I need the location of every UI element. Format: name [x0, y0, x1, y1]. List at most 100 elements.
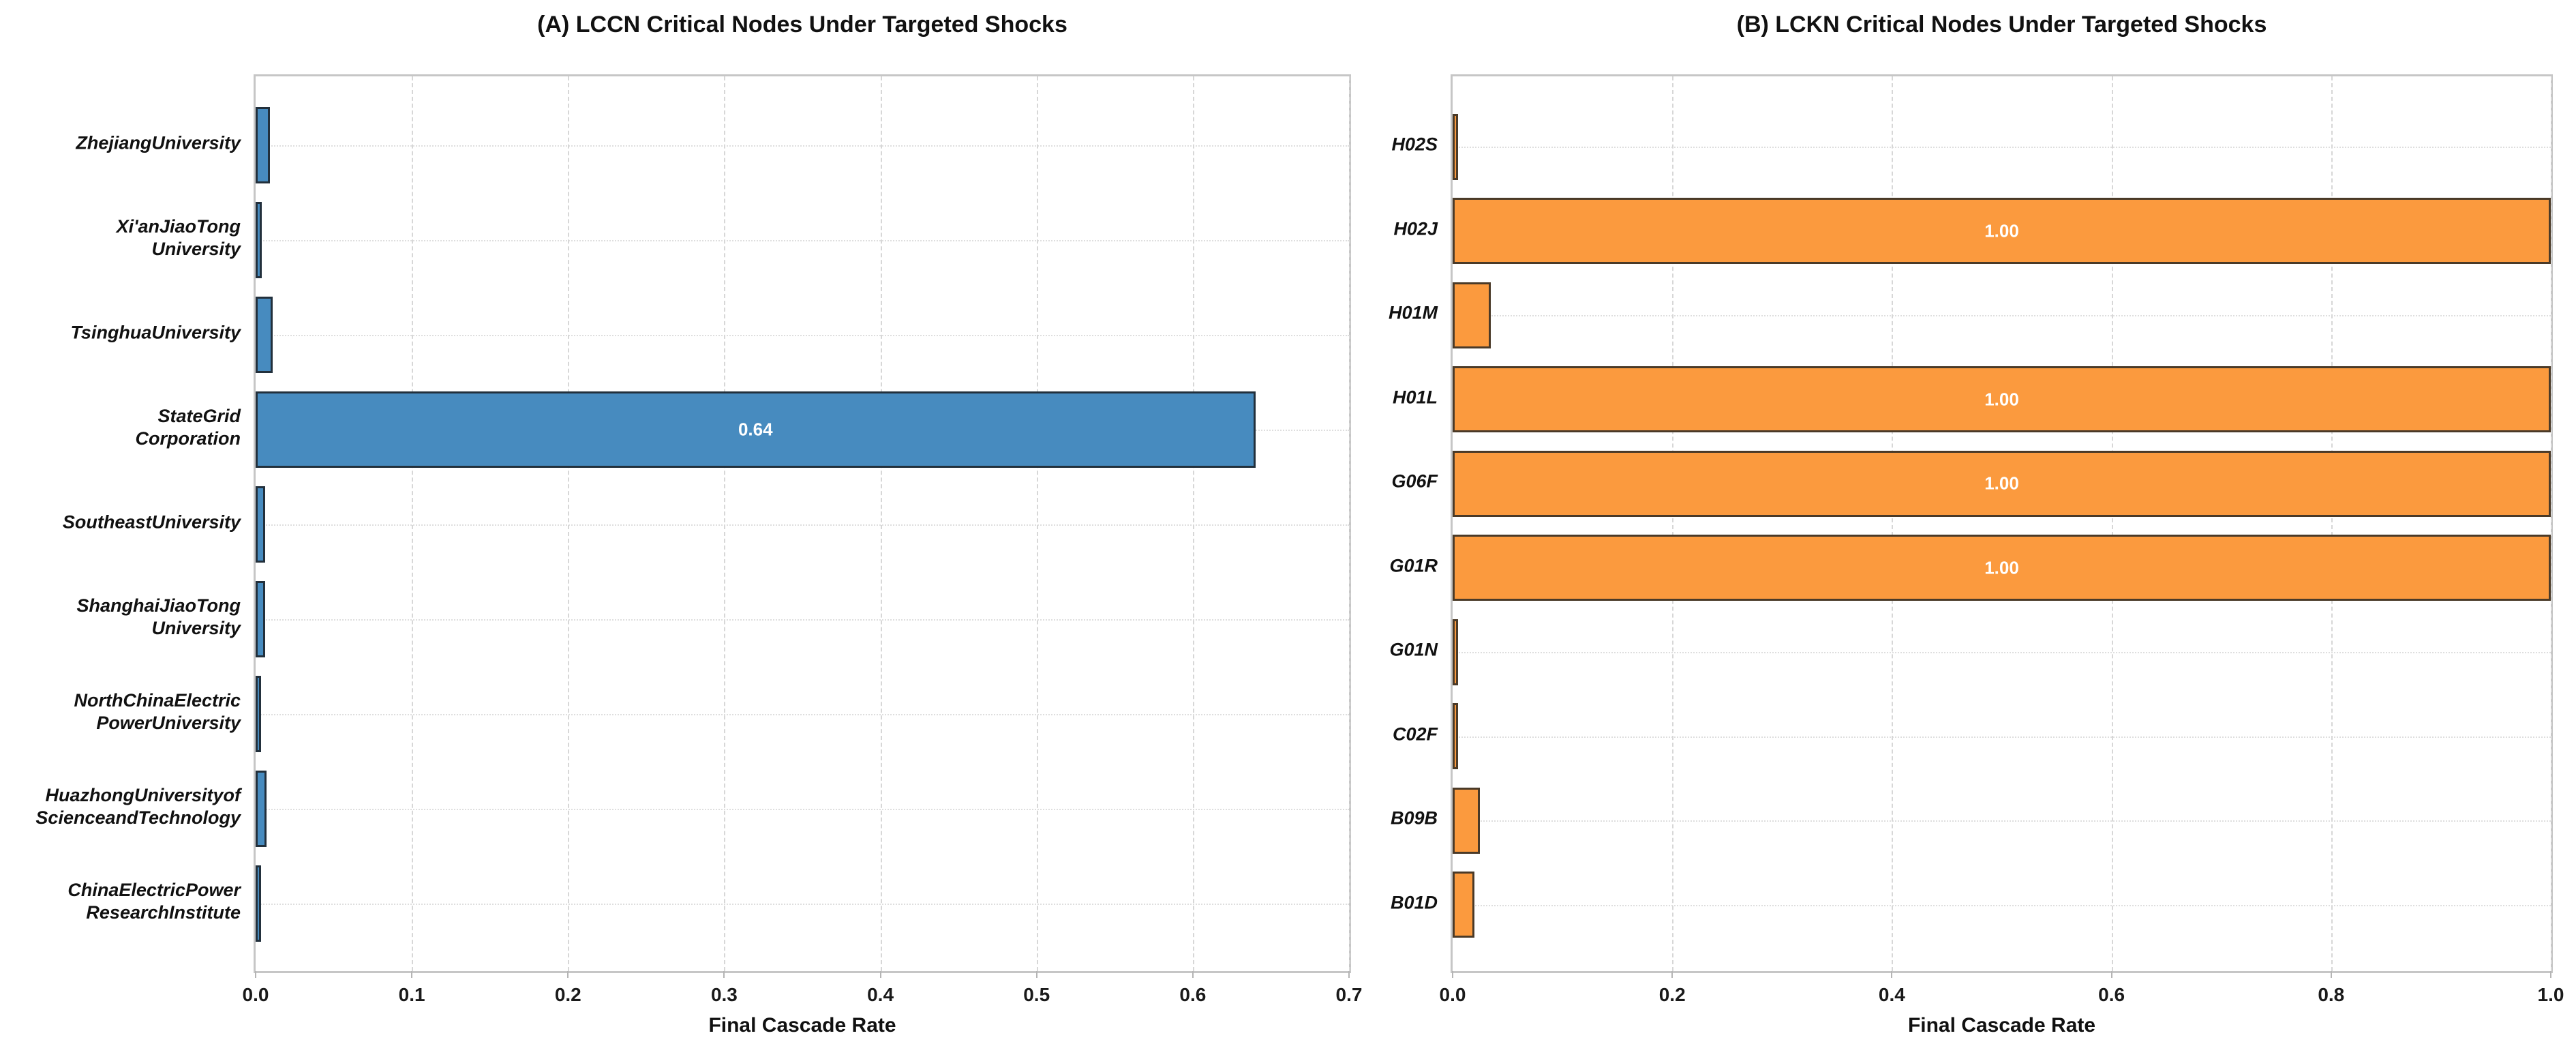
category-label: Xi'anJiaoTong University [117, 215, 241, 260]
category-label-line: Corporation [135, 428, 241, 449]
grid-line-horizontal [256, 335, 1349, 336]
bar-value-label: 1.00 [1984, 220, 2019, 241]
bar [256, 202, 262, 278]
grid-line-horizontal [1453, 147, 2551, 148]
bar [256, 391, 1256, 468]
category-label: H01M [1389, 302, 1438, 325]
category-label: HuazhongUniversityof ScienceandTechnology [35, 784, 241, 829]
category-label-line: G01N [1389, 639, 1438, 660]
category-label: SoutheastUniversity [63, 511, 241, 534]
category-label-line: NorthChinaElectric [74, 690, 241, 711]
category-label-line: B01D [1390, 892, 1438, 912]
category-label-line: Xi'anJiaoTong [116, 216, 241, 237]
bar [1453, 703, 1459, 769]
x-tick-label: 0.1 [398, 984, 425, 1005]
category-label: StateGrid Corporation [136, 405, 241, 450]
bar [256, 676, 261, 752]
bar [1453, 282, 1491, 348]
category-label-line: H02J [1393, 218, 1438, 239]
x-tick-label: 0.7 [1335, 984, 1363, 1005]
bar-value-label: 1.00 [1984, 557, 2019, 578]
category-label-line: C02F [1392, 724, 1438, 744]
bar [1453, 787, 1481, 854]
category-label-line: G01R [1389, 555, 1438, 576]
x-tick-label: 0.5 [1023, 984, 1050, 1005]
x-tick-mark [567, 971, 569, 978]
chart-b-title: (B) LCKN Critical Nodes Under Targeted S… [1736, 12, 2267, 38]
bar-value-label: 0.64 [738, 419, 773, 440]
grid-line-vertical [568, 76, 570, 971]
bar [1453, 535, 2551, 601]
category-label-line: ScienceandTechnology [35, 807, 241, 828]
x-tick-mark [411, 971, 413, 978]
grid-line-horizontal [256, 904, 1349, 905]
category-label: G01R [1389, 554, 1438, 577]
category-label-line: University [151, 239, 241, 259]
x-tick-mark [879, 971, 881, 978]
grid-line-vertical [1036, 76, 1038, 971]
grid-line-vertical [2331, 76, 2333, 971]
category-label-line: SoutheastUniversity [62, 511, 241, 533]
grid-line-horizontal [256, 240, 1349, 241]
grid-line-vertical [724, 76, 726, 971]
grid-line-horizontal [1453, 904, 2551, 906]
grid-line-horizontal [256, 714, 1349, 715]
chart-a-plot-area: 0.64 [254, 74, 1351, 973]
x-tick-label: 1.0 [2537, 984, 2564, 1005]
category-label: ChinaElectricPower ResearchInstitute [67, 879, 241, 924]
grid-line-horizontal [256, 524, 1349, 526]
bar [1453, 619, 1458, 685]
category-label-line: B09B [1390, 807, 1438, 829]
x-tick-mark [2110, 971, 2112, 978]
x-tick-label: 0.2 [1658, 984, 1686, 1005]
bar [256, 865, 261, 942]
category-label-line: TsinghuaUniversity [70, 322, 241, 343]
category-label: ShanghaiJiaoTong University [76, 595, 241, 640]
grid-line-horizontal [1453, 820, 2551, 822]
grid-line-vertical [2551, 76, 2552, 971]
category-label-line: ChinaElectricPower [67, 880, 241, 900]
grid-line-horizontal [1453, 652, 2551, 653]
grid-line-vertical [1672, 76, 1674, 971]
bar [256, 107, 270, 183]
grid-line-horizontal [1453, 736, 2551, 738]
x-tick-mark [1452, 971, 1453, 978]
category-label-line: G06F [1391, 471, 1438, 492]
grid-line-vertical [412, 76, 414, 971]
grid-line-vertical [1192, 76, 1194, 971]
category-label-line: ResearchInstitute [86, 902, 241, 923]
chart-b-plot-area: 1.00 1.00 1.00 1.00 [1451, 74, 2553, 973]
bar [256, 297, 273, 373]
category-label: G01N [1389, 639, 1438, 661]
x-tick-mark [255, 971, 256, 978]
chart-b-x-axis-label: Final Cascade Rate [1907, 1014, 2096, 1037]
grid-line-vertical [2111, 76, 2113, 971]
bar [256, 486, 265, 563]
category-label: B01D [1391, 891, 1438, 914]
category-label: H02J [1393, 218, 1438, 240]
bar [1453, 450, 2551, 517]
x-tick-label: 0.3 [710, 984, 738, 1005]
category-label-line: University [151, 618, 241, 638]
x-tick-mark [1348, 971, 1350, 978]
category-label: G06F [1391, 471, 1438, 493]
category-label: H02S [1391, 134, 1438, 156]
chart-a-title: (A) LCCN Critical Nodes Under Targeted S… [537, 12, 1067, 38]
x-tick-label: 0.6 [2098, 984, 2125, 1005]
x-tick-label: 0.8 [2318, 984, 2345, 1005]
grid-line-horizontal [256, 809, 1349, 810]
category-label-line: HuazhongUniversityof [45, 785, 241, 805]
category-label-line: PowerUniversity [96, 713, 241, 733]
x-tick-label: 0.0 [1439, 984, 1466, 1005]
bar [256, 581, 265, 657]
x-tick-mark [723, 971, 725, 978]
bar [1453, 198, 2551, 264]
category-label-line: H01L [1392, 387, 1438, 407]
x-tick-mark [2550, 971, 2551, 978]
x-tick-mark [1035, 971, 1037, 978]
grid-line-vertical [1892, 76, 1894, 971]
x-tick-label: 0.4 [867, 984, 894, 1005]
x-tick-label: 0.4 [1878, 984, 1905, 1005]
x-tick-label: 0.2 [554, 984, 581, 1005]
